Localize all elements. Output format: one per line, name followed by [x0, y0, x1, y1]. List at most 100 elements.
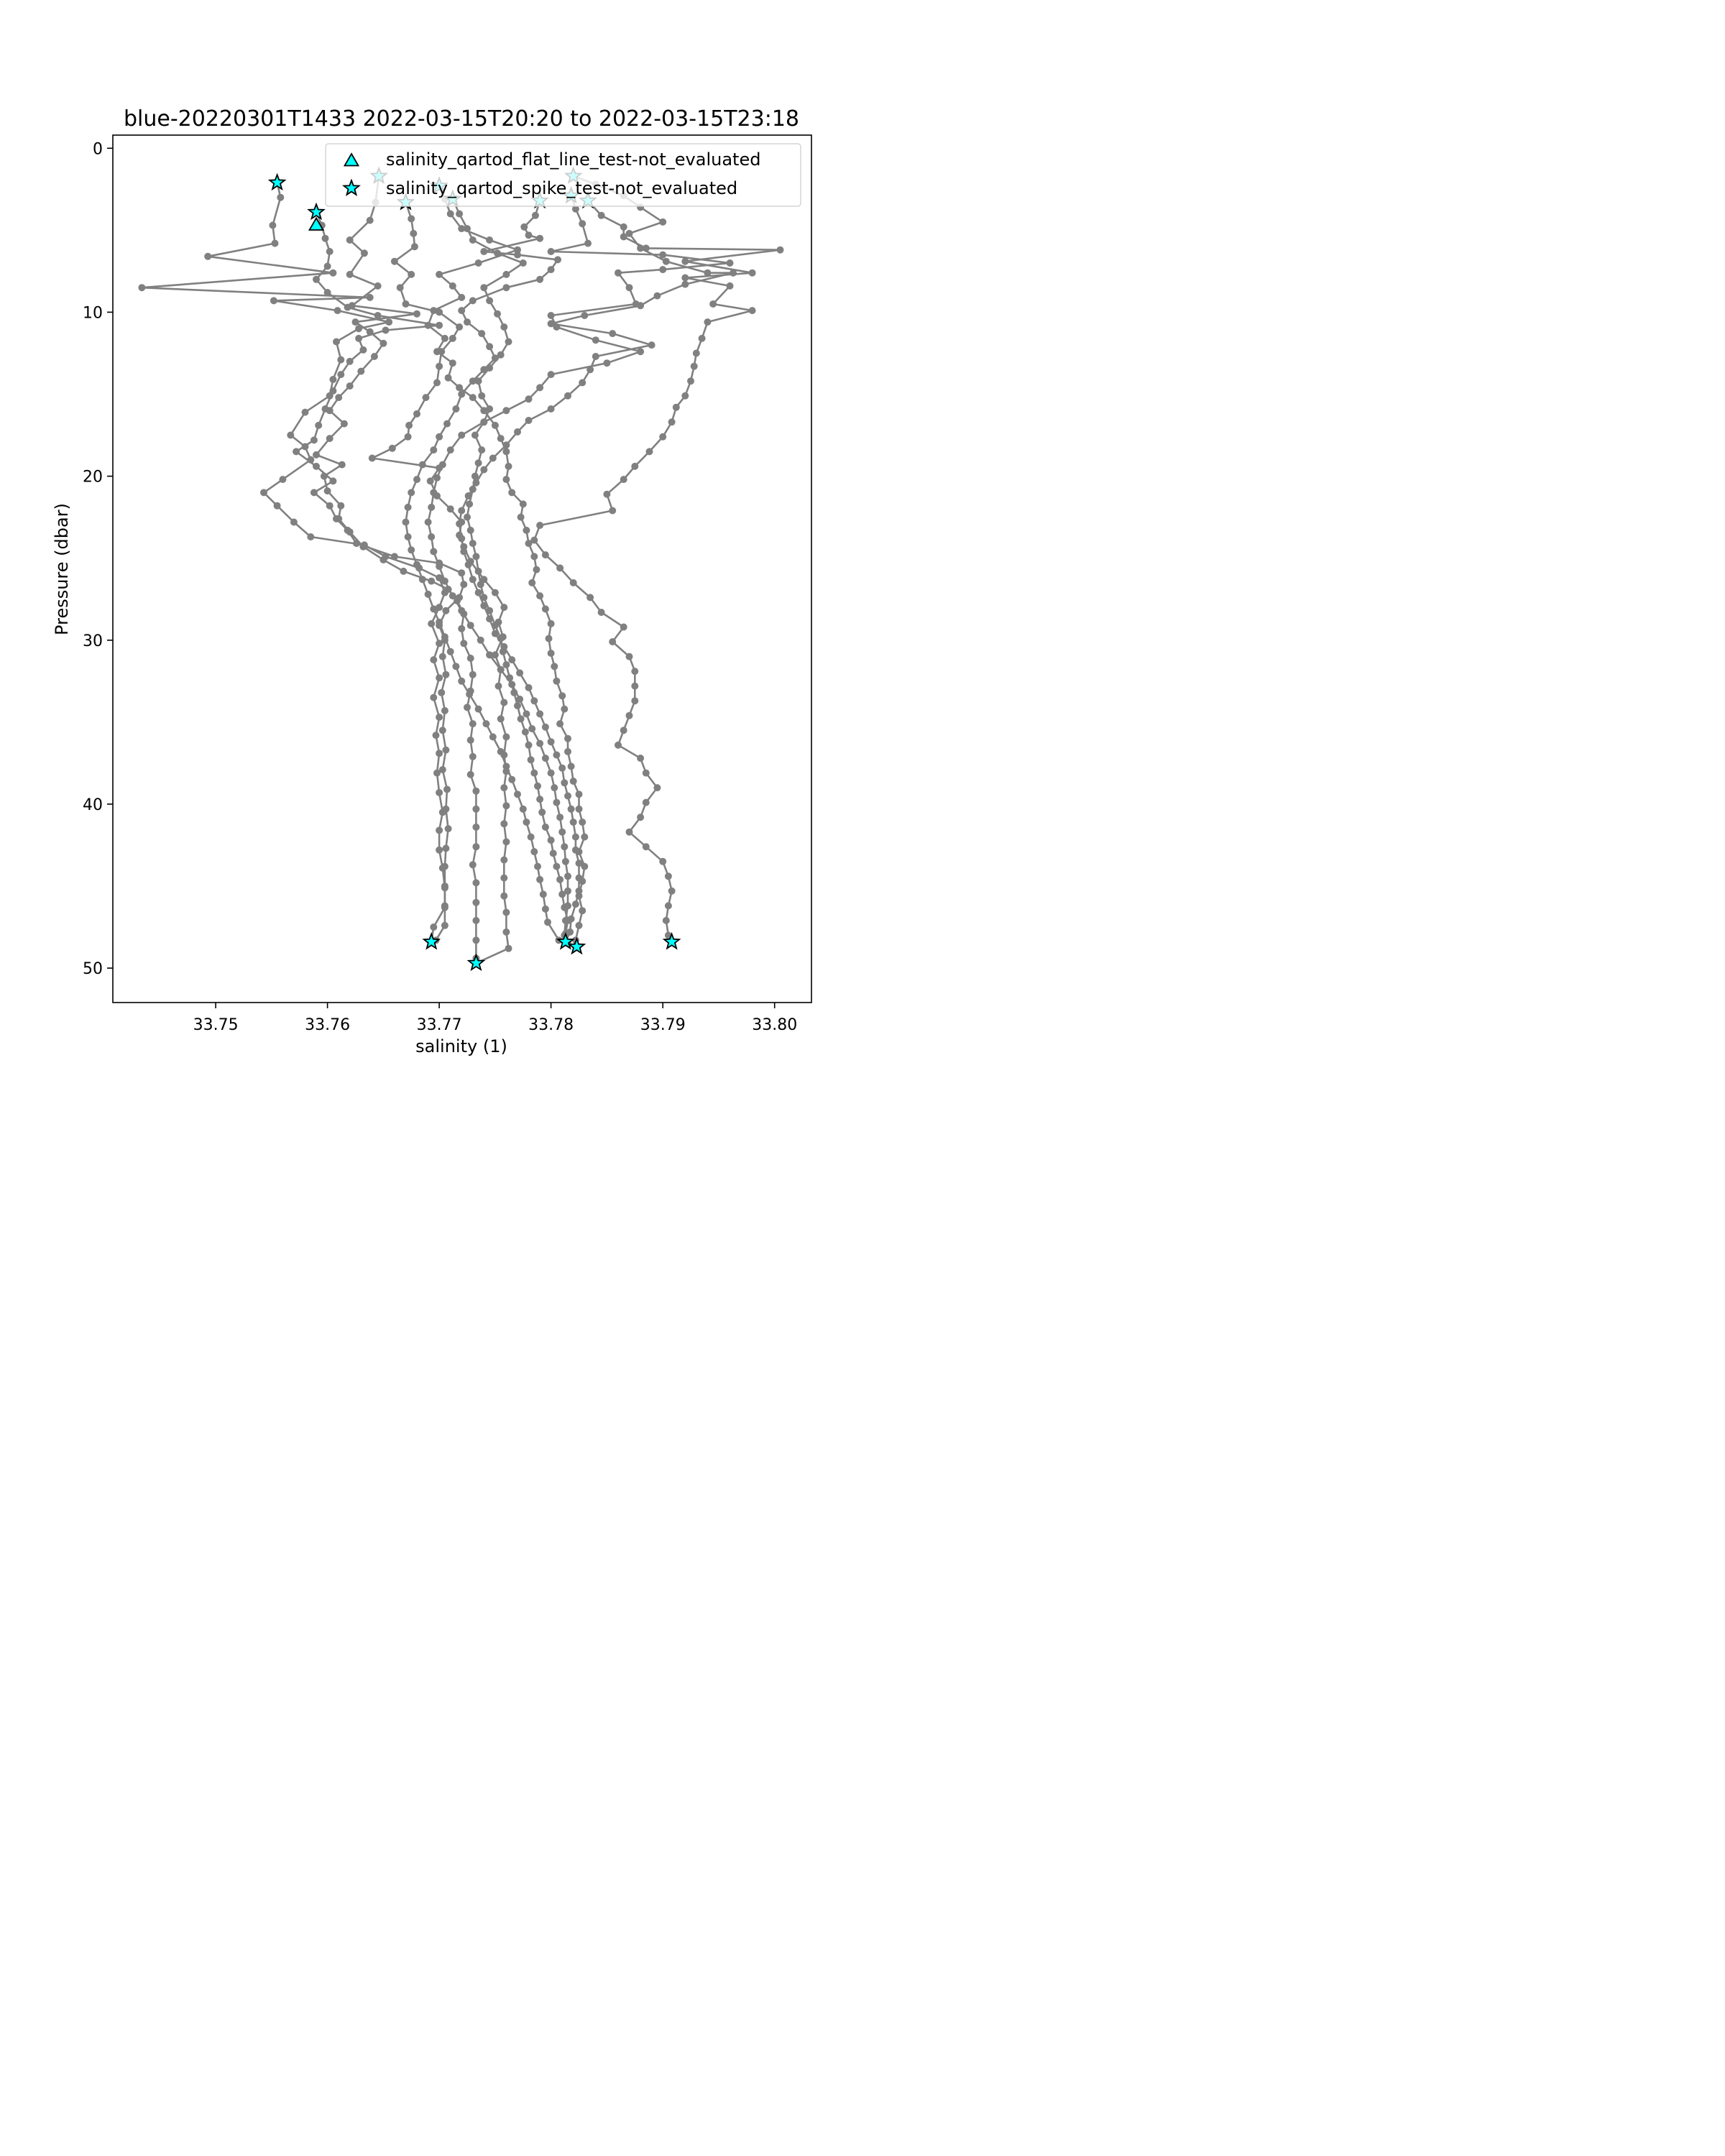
profile-1: [138, 179, 448, 946]
profile-point: [329, 269, 337, 277]
profile-point: [404, 533, 412, 540]
profile-point: [326, 407, 334, 415]
profile-point: [346, 382, 354, 390]
profile-point: [564, 872, 571, 880]
profile-point: [497, 351, 505, 359]
profile-point: [442, 746, 450, 754]
profile-point: [441, 883, 448, 890]
profile-point: [313, 451, 320, 459]
profile-point: [531, 211, 539, 219]
profile-point: [547, 769, 555, 777]
profile-10: [530, 197, 784, 946]
profile-point: [521, 728, 529, 736]
profile-point: [653, 292, 661, 300]
legend-box: [325, 143, 801, 207]
profile-point: [709, 300, 717, 308]
profile-point: [472, 479, 480, 487]
profile-point: [430, 605, 438, 613]
profile-point: [547, 650, 555, 657]
profile-point: [489, 733, 497, 741]
profile-point: [525, 231, 533, 239]
profile-point: [528, 725, 536, 732]
profile-point: [337, 356, 345, 364]
profile-point: [491, 589, 499, 596]
profile-point: [514, 428, 521, 436]
profile-point: [620, 727, 627, 734]
profile-point: [553, 677, 561, 685]
profile-point: [672, 403, 680, 411]
profile-point: [567, 805, 575, 813]
profile-point: [556, 720, 564, 728]
profile-point: [514, 246, 521, 254]
profile-point: [404, 503, 412, 511]
profile-point: [366, 293, 374, 301]
profile-point: [525, 741, 533, 749]
profile-point: [436, 362, 443, 370]
profile-point: [436, 826, 443, 834]
profile-point: [478, 330, 486, 338]
profile-point: [323, 262, 331, 270]
profile-point: [326, 435, 334, 443]
profile-point: [500, 784, 508, 792]
profile-point: [575, 860, 583, 867]
profile-point: [502, 838, 510, 846]
profile-point: [500, 323, 508, 331]
profile-point: [497, 435, 505, 443]
profile-point: [466, 770, 474, 778]
profile-point: [438, 766, 446, 773]
profile-point: [648, 341, 656, 349]
profile-point: [472, 553, 480, 561]
profile-point: [474, 259, 482, 267]
profile-point: [474, 567, 482, 575]
profile-point: [478, 392, 486, 400]
profile-8: [456, 172, 737, 946]
profile-point: [609, 638, 617, 645]
profile-point: [436, 714, 443, 721]
profile-line: [405, 200, 560, 941]
profile-point: [338, 461, 346, 469]
profile-point: [456, 323, 464, 331]
profile-point: [553, 798, 561, 806]
profile-point: [432, 732, 440, 740]
profile-point: [138, 284, 146, 292]
profile-point: [547, 248, 555, 255]
profile-point: [428, 503, 436, 511]
profile-point: [436, 563, 443, 571]
profile-point: [448, 592, 456, 600]
profile-point: [424, 321, 432, 329]
profile-point: [569, 579, 577, 586]
profile-point: [315, 421, 323, 429]
x-tick-label: 33.78: [528, 1016, 574, 1034]
profile-point: [273, 502, 281, 510]
profile-point: [575, 791, 583, 798]
profile-point: [534, 862, 541, 870]
profile-point: [726, 259, 734, 267]
profile-point: [360, 249, 368, 257]
profile-point: [597, 609, 605, 616]
profile-point: [491, 651, 499, 659]
profile-point: [480, 418, 488, 426]
profile-point: [726, 282, 734, 290]
profile-point: [704, 318, 712, 326]
profile-point: [516, 669, 524, 677]
legend-triangle: [343, 152, 360, 167]
profile-point: [458, 507, 466, 515]
plot-area-frame: [112, 134, 812, 1003]
profile-point: [486, 297, 494, 305]
profile-point: [631, 682, 639, 690]
profile-point: [704, 269, 712, 277]
profile-point: [500, 874, 508, 882]
profile-point: [430, 446, 438, 454]
profile-point: [564, 747, 571, 755]
profile-point: [500, 856, 508, 864]
profile-point: [523, 710, 530, 718]
profile-point: [502, 802, 510, 810]
profile-point: [517, 715, 525, 723]
profile-point: [452, 405, 460, 413]
profile-point: [458, 431, 466, 439]
profile-point: [458, 307, 466, 315]
profile-point: [528, 579, 536, 586]
profile-point: [659, 266, 667, 274]
profile-point: [469, 671, 477, 678]
profile-point: [337, 371, 345, 379]
